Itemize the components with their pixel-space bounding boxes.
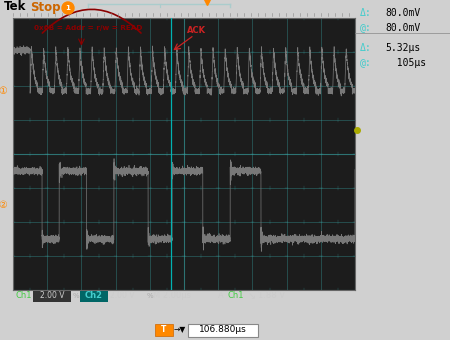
- Text: T: T: [161, 325, 166, 335]
- Text: 1: 1: [66, 5, 71, 11]
- Text: Δ:: Δ:: [360, 8, 372, 18]
- Text: ①: ①: [0, 86, 7, 96]
- Text: ACK: ACK: [187, 26, 207, 35]
- Text: 106.880μs: 106.880μs: [199, 325, 247, 335]
- Text: Ch2: Ch2: [85, 291, 103, 301]
- Bar: [80, 291, 108, 302]
- Bar: [33, 291, 71, 302]
- Text: Tek: Tek: [4, 0, 27, 14]
- Text: M 2.00μs: M 2.00μs: [153, 291, 191, 301]
- Text: %: %: [73, 293, 80, 299]
- Text: A: A: [218, 291, 224, 301]
- Text: Stop: Stop: [30, 0, 60, 14]
- Text: Ch1: Ch1: [15, 291, 32, 301]
- Text: @:: @:: [360, 58, 372, 68]
- Text: 2.00 V: 2.00 V: [40, 291, 64, 301]
- Text: 105μs: 105μs: [385, 58, 426, 68]
- Text: Ch1: Ch1: [228, 291, 244, 301]
- Text: %: %: [147, 293, 153, 299]
- Text: 0x6B = Addr = r/w = READ: 0x6B = Addr = r/w = READ: [33, 25, 142, 31]
- Bar: [155, 324, 173, 336]
- Text: ↘: ↘: [248, 291, 256, 301]
- Circle shape: [62, 2, 74, 14]
- Text: 80.0mV: 80.0mV: [385, 8, 420, 18]
- Text: →▼: →▼: [174, 325, 186, 335]
- Text: 5.32μs: 5.32μs: [385, 43, 420, 53]
- Text: Δ:: Δ:: [360, 43, 372, 53]
- Text: 80.0mV: 80.0mV: [385, 23, 420, 33]
- Text: 2.00 V: 2.00 V: [110, 291, 135, 301]
- Text: @:: @:: [360, 23, 372, 33]
- Bar: [188, 324, 258, 337]
- Text: ②: ②: [0, 200, 7, 210]
- Text: 1.88 V: 1.88 V: [258, 291, 285, 301]
